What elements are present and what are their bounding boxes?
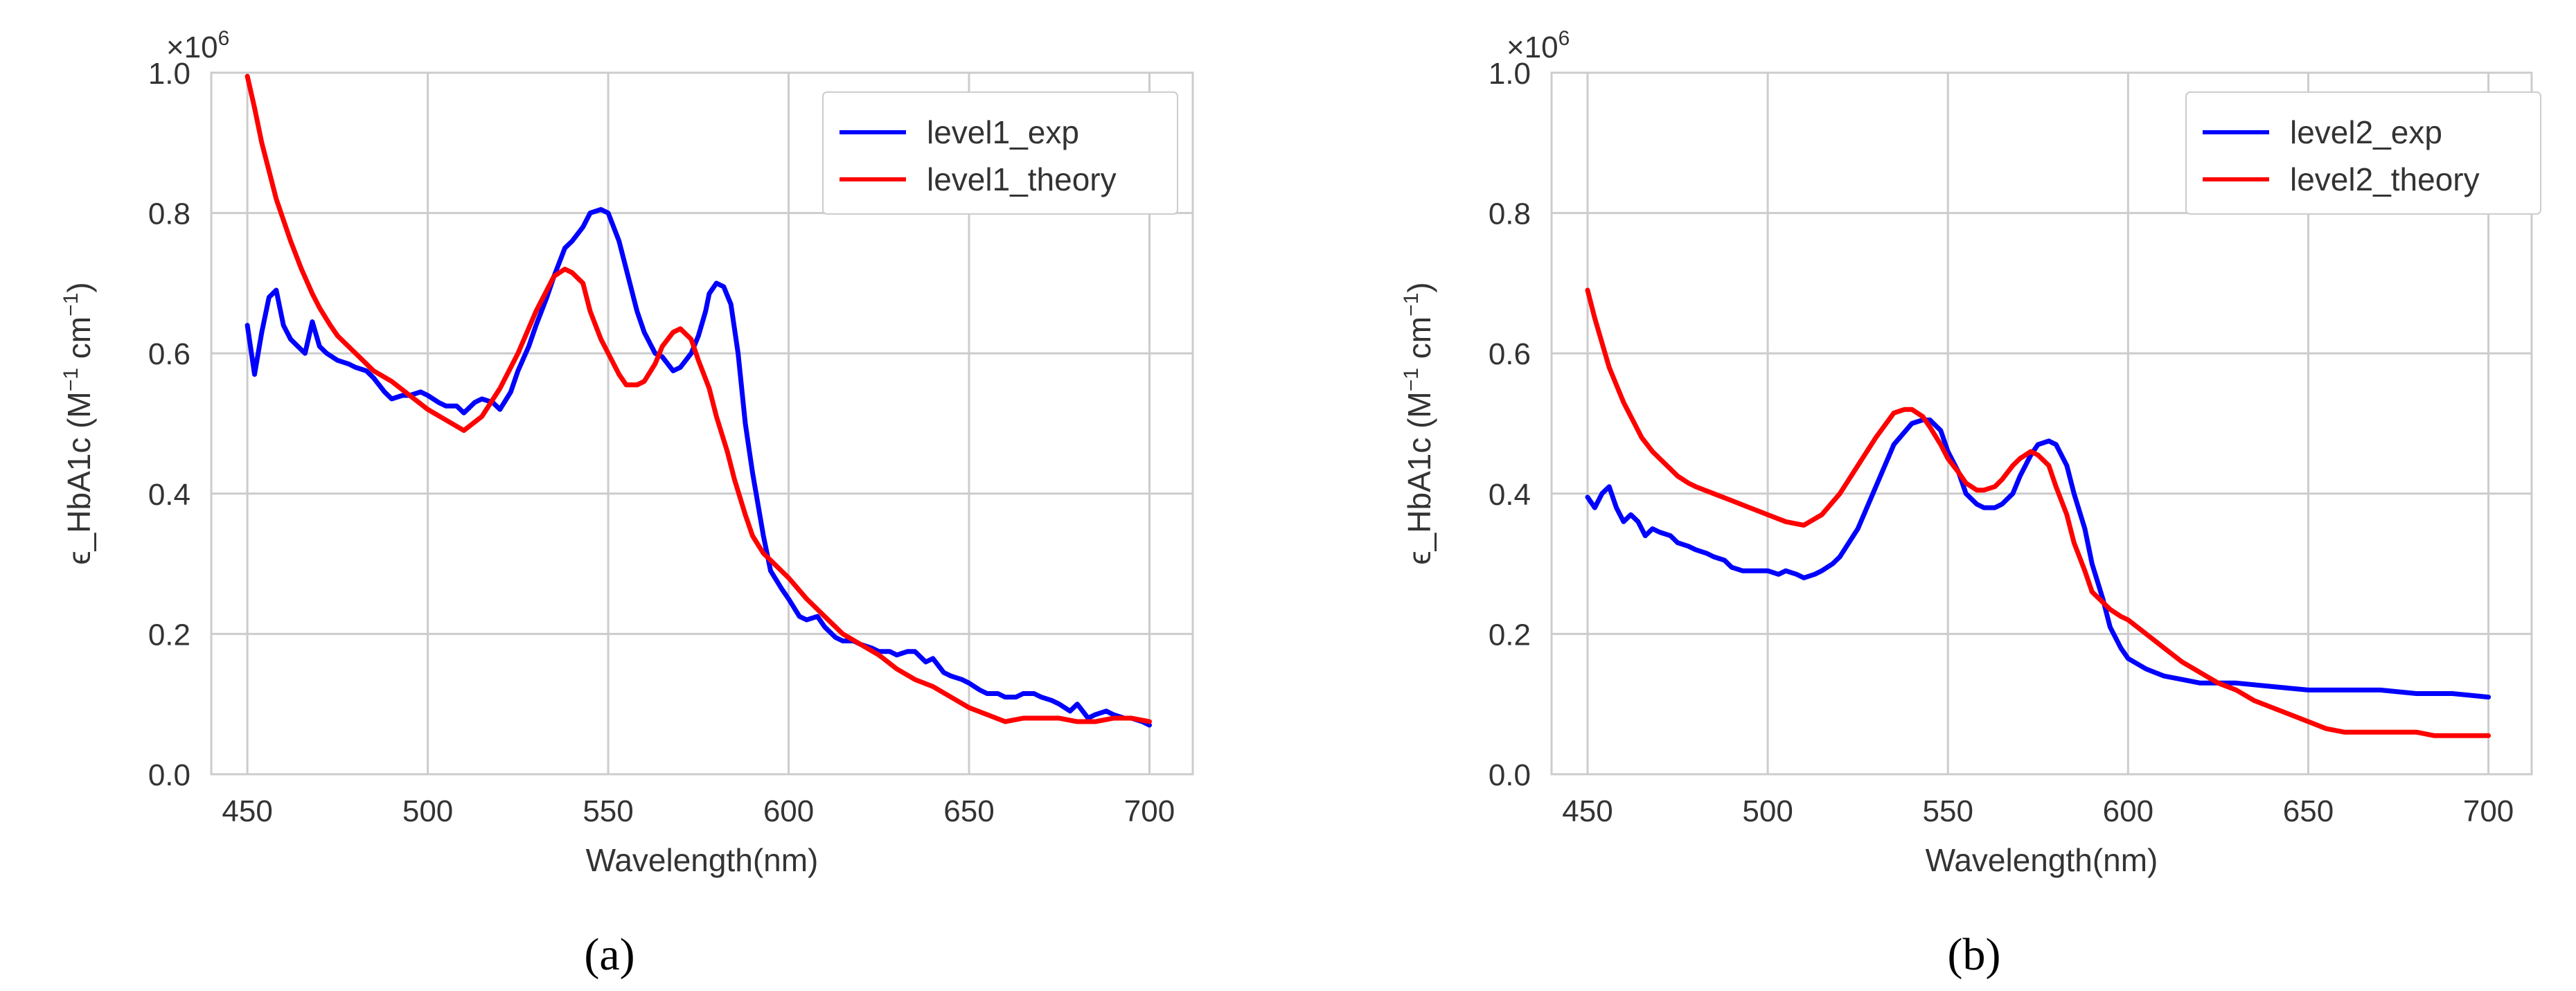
x-axis-label: Wavelength(nm)	[1926, 842, 2158, 878]
y-tick-label: 0.4	[1489, 478, 1531, 512]
x-tick-label: 650	[2283, 794, 2334, 828]
plot-frame	[210, 71, 1194, 776]
legend-label-level1-exp: level1_exp	[927, 114, 1079, 150]
y-tick-label: 1.0	[1489, 57, 1531, 91]
x-tick-labels: 450 500 550 600 650 700	[222, 794, 1175, 828]
y-tick-label: 0.8	[148, 197, 190, 231]
x-tick-label: 650	[943, 794, 994, 828]
y-multiplier: ×106	[166, 27, 229, 64]
legend-label-level1-theory: level1_theory	[927, 161, 1117, 197]
y-tick-labels: 0.0 0.2 0.4 0.6 0.8 1.0	[1489, 57, 1531, 792]
series-lines	[245, 73, 1152, 728]
legend: level1_exp level1_theory	[822, 91, 1178, 215]
y-tick-label: 0.2	[1489, 618, 1531, 652]
y-tick-labels: 0.0 0.2 0.4 0.6 0.8 1.0	[148, 57, 190, 792]
series-line-level1-theory	[245, 73, 1152, 724]
y-multiplier: ×106	[1507, 27, 1570, 64]
y-tick-label: 0.8	[1489, 197, 1531, 231]
x-tick-label: 500	[1742, 794, 1793, 828]
legend: level2_exp level2_theory	[2185, 91, 2541, 215]
legend-label-level2-theory: level2_theory	[2290, 161, 2480, 197]
x-tick-label: 600	[763, 794, 814, 828]
chart-panel-a: 450 500 550 600 650 700 0.0 0.2 0.4 0.6 0.8 1.0 ×1…	[60, 27, 1194, 980]
series-line-level1-exp	[245, 207, 1152, 728]
legend-label-level2-exp: level2_exp	[2290, 114, 2442, 150]
series-lines	[1585, 287, 2491, 738]
plot-frame	[1550, 71, 2533, 776]
y-tick-label: 0.6	[148, 337, 190, 371]
x-tick-label: 550	[1923, 794, 1973, 828]
panel-caption-a: (a)	[584, 929, 634, 980]
x-tick-label: 700	[2463, 794, 2514, 828]
x-tick-label: 700	[1124, 794, 1175, 828]
y-axis-label: ϵ_HbA1c (M−1 cm−1)	[60, 282, 97, 564]
y-tick-label: 0.2	[148, 618, 190, 652]
chart-panel-b: 450 500 550 600 650 700 0.0 0.2 0.4 0.6 0.8 1.0 ×1…	[1400, 27, 2541, 980]
x-tick-label: 450	[222, 794, 272, 828]
x-tick-labels: 450 500 550 600 650 700	[1562, 794, 2514, 828]
y-tick-label: 0.6	[1489, 337, 1531, 371]
y-tick-label: 1.0	[148, 57, 190, 91]
panel-caption-b: (b)	[1948, 929, 2001, 980]
y-tick-label: 0.0	[1489, 758, 1531, 792]
x-tick-label: 450	[1562, 794, 1613, 828]
x-axis-label: Wavelength(nm)	[586, 842, 819, 878]
series-line-level2-theory	[1585, 287, 2491, 738]
y-tick-label: 0.4	[148, 478, 190, 512]
y-axis-label: ϵ_HbA1c (M−1 cm−1)	[1400, 282, 1437, 564]
y-tick-label: 0.0	[148, 758, 190, 792]
x-tick-label: 550	[583, 794, 633, 828]
x-tick-label: 600	[2103, 794, 2153, 828]
x-tick-label: 500	[402, 794, 453, 828]
